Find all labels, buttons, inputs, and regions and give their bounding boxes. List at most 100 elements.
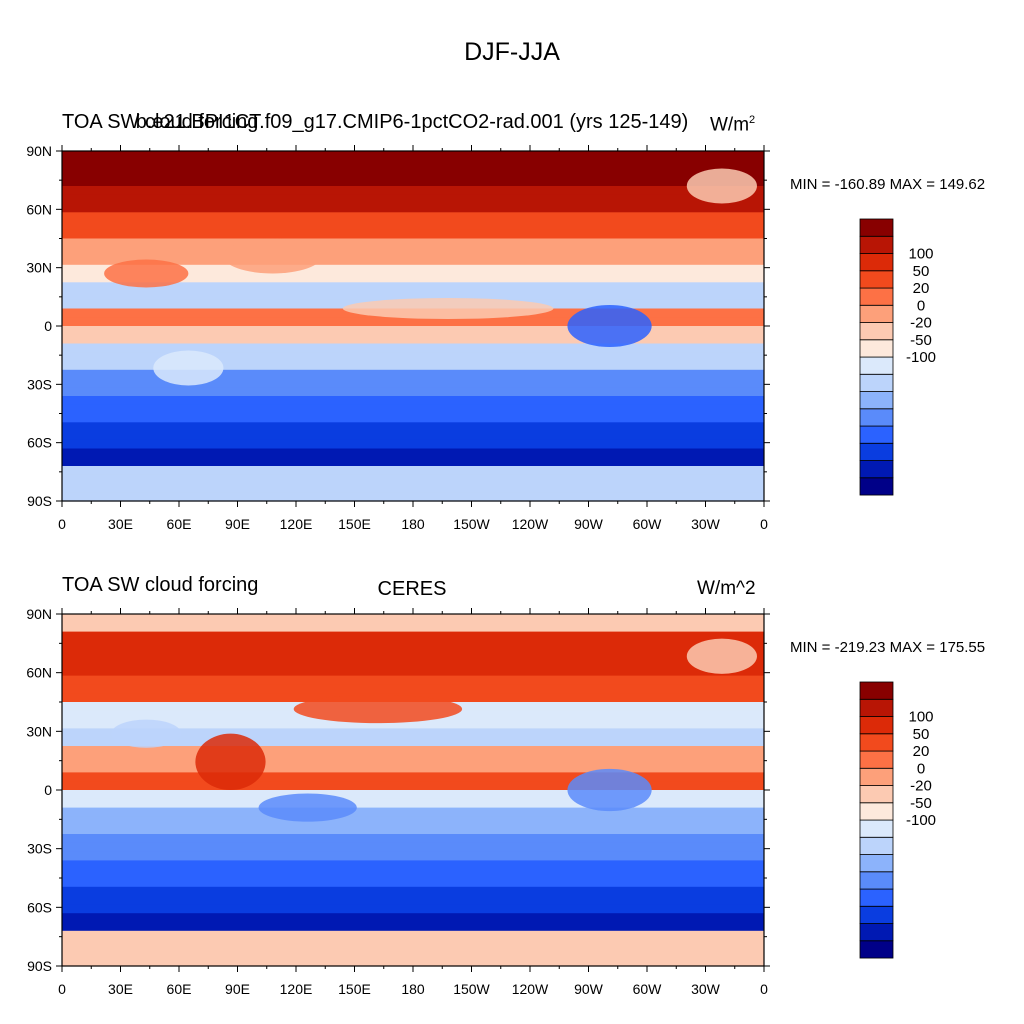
map-shading-band xyxy=(62,361,764,371)
colorbar-cell xyxy=(859,905,894,924)
map-shading-band xyxy=(62,719,764,729)
map-shading-band xyxy=(62,221,764,231)
lat-label: 30N xyxy=(26,723,52,739)
colorbar-cell xyxy=(859,477,894,496)
colorbar-cell xyxy=(859,940,894,959)
colorbar-cell xyxy=(859,304,894,323)
lon-label: 60W xyxy=(633,981,663,997)
colorbar-label: 100 xyxy=(908,709,933,726)
colorbar-cell xyxy=(859,802,894,821)
map-shading-band xyxy=(62,737,764,747)
map-shading-band xyxy=(62,457,764,467)
lat-label: 30N xyxy=(26,260,52,276)
map-shading-band xyxy=(62,825,764,835)
panel-1-minmax: MIN = -160.89 MAX = 149.62 xyxy=(790,176,986,193)
lon-label: 0 xyxy=(58,516,66,532)
colorbar-cell xyxy=(859,425,894,444)
colorbar-cell xyxy=(859,871,894,890)
colorbar-cell xyxy=(859,819,894,838)
colorbar-label: -50 xyxy=(910,795,932,812)
colorbar-cell xyxy=(859,373,894,392)
map-shading-band xyxy=(62,851,764,861)
colorbar-label: -20 xyxy=(910,315,932,332)
map-shading-blob xyxy=(111,719,182,748)
colorbar-label: 0 xyxy=(917,760,925,777)
lon-label: 150E xyxy=(338,981,371,997)
map-shading-band xyxy=(62,807,764,817)
colorbar-cell xyxy=(859,767,894,786)
map-shading-band xyxy=(62,878,764,888)
map-shading-blob xyxy=(104,259,189,288)
lon-label: 120E xyxy=(280,981,313,997)
colorbar-label: 20 xyxy=(913,743,930,760)
colorbar-cell xyxy=(859,460,894,479)
map-shading-blob xyxy=(686,638,757,674)
lon-label: 30W xyxy=(691,981,721,997)
colorbar-label: 100 xyxy=(908,246,933,263)
lon-label: 180 xyxy=(401,516,425,532)
colorbar-label: 50 xyxy=(913,726,930,743)
map-shading-band xyxy=(62,247,764,257)
map-shading-band xyxy=(62,666,764,677)
map-shading-band xyxy=(62,798,764,809)
lat-label: 90S xyxy=(27,493,52,509)
map-shading-band xyxy=(62,781,764,791)
colorbar-cell xyxy=(859,785,894,804)
colorbar-cell xyxy=(859,218,894,237)
lon-label: 120W xyxy=(512,516,549,532)
map-shading-band xyxy=(62,895,764,905)
lat-label: 90N xyxy=(26,606,52,622)
map-shading-band xyxy=(62,790,764,800)
lon-label: 30E xyxy=(108,981,133,997)
map-shading-band xyxy=(62,842,764,853)
colorbar-label: -20 xyxy=(910,778,932,795)
panel-1-units: W/m2 xyxy=(710,114,756,136)
map-shading-band xyxy=(62,904,764,914)
map-shading-blob xyxy=(342,298,554,319)
map-shading-band xyxy=(62,675,764,685)
map-shading-band xyxy=(62,614,764,624)
colorbar-cell xyxy=(859,750,894,769)
map-shading-band xyxy=(62,378,764,388)
map-shading-band xyxy=(62,256,764,266)
map-shading-band xyxy=(62,948,764,958)
map-shading-band xyxy=(62,913,764,923)
panel-1-center-title: b.e21.BPI1CT.f09_g17.CMIP6-1pctCO2-rad.0… xyxy=(135,111,689,133)
lon-label: 90E xyxy=(225,516,250,532)
map-shading-band xyxy=(62,291,764,301)
map-shading-band xyxy=(62,658,764,668)
colorbar-cell xyxy=(859,733,894,752)
map-shading-band xyxy=(62,413,764,423)
map-shading-band xyxy=(62,177,764,187)
lon-label: 150W xyxy=(453,981,490,997)
map-shading-band xyxy=(62,622,764,633)
map-shading-blob xyxy=(567,768,652,812)
map-shading-band xyxy=(62,763,764,773)
map-shading-band xyxy=(62,860,764,870)
map-shading-band xyxy=(62,159,764,170)
lat-label: 30S xyxy=(27,376,52,392)
map-shading-band xyxy=(62,212,764,222)
map-shading-band xyxy=(62,684,764,694)
colorbar-label: -100 xyxy=(906,349,936,366)
map-shading-blob xyxy=(293,694,463,724)
map-shading-band xyxy=(62,326,764,336)
panel-2-center-title: CERES xyxy=(377,578,447,600)
map-shading-band xyxy=(62,282,764,292)
lat-label: 60S xyxy=(27,435,52,451)
colorbar-cell xyxy=(859,339,894,358)
colorbar-label: 20 xyxy=(913,280,930,297)
colorbar-cell xyxy=(859,322,894,341)
map-shading-band xyxy=(62,273,764,283)
lon-label: 60W xyxy=(633,516,663,532)
map-shading-band xyxy=(62,492,764,502)
map-shading-band xyxy=(62,728,764,738)
lon-label: 180 xyxy=(401,981,425,997)
map-shading-band xyxy=(62,151,764,161)
colorbar-cell xyxy=(859,408,894,427)
panel-1-left-title: TOA SW cloud forcing xyxy=(62,111,259,133)
map-shading-band xyxy=(62,957,764,967)
colorbar-cell xyxy=(859,253,894,272)
